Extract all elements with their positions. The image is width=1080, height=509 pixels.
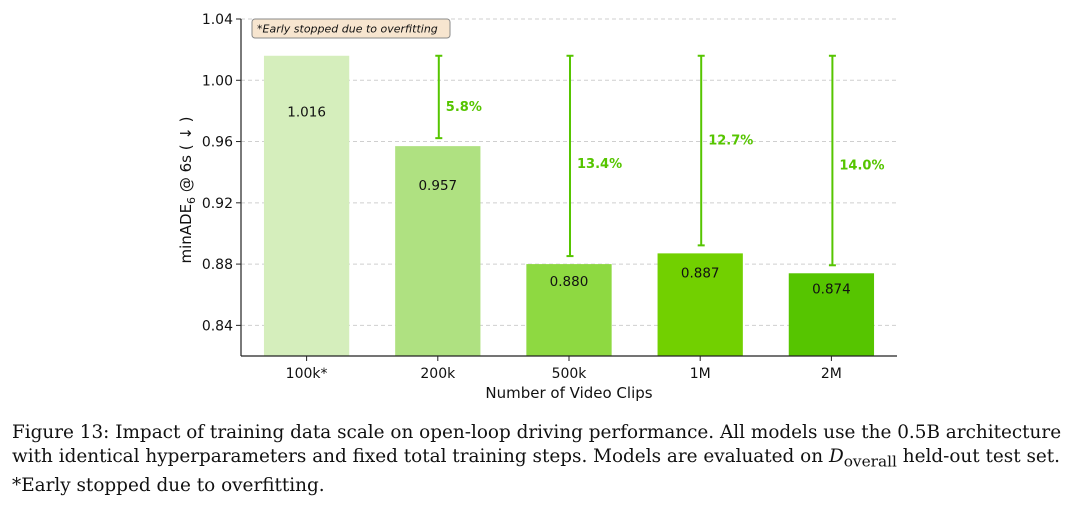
y-tick-label-0: 0.84	[202, 318, 233, 334]
annotation-box: *Early stopped due to overfitting	[251, 18, 451, 39]
y-axis-title-sub: 6	[185, 197, 198, 204]
figure-caption: Figure 13: Impact of training data scale…	[12, 421, 1074, 498]
value-label-200k: 0.957	[418, 178, 457, 194]
improvement-label-1M: 12.7%	[708, 134, 753, 149]
value-label-1M: 0.887	[681, 265, 720, 281]
x-tick-label-1: 200k	[420, 366, 456, 382]
x-tick-label-3: 1M	[690, 366, 711, 382]
gridlines	[241, 18, 897, 326]
annotation-text: *Early stopped due to overfitting	[257, 23, 438, 36]
dataset-subscript: overall	[843, 452, 897, 471]
value-labels: 1.016 0.957 0.880 0.887 0.874	[287, 104, 850, 297]
caption-line-2-start: with identical hyperparameters and fixed…	[12, 446, 829, 467]
y-axis-title-suffix: @ 6s ( ↓ )	[177, 116, 195, 196]
y-tick-label-1: 0.88	[202, 257, 233, 273]
caption-line-3: *Early stopped due to overfitting.	[12, 474, 325, 496]
value-label-2M: 0.874	[812, 282, 851, 298]
x-ticks: 100k* 200k 500k 1M 2M	[286, 356, 842, 382]
bar-2M	[788, 273, 875, 356]
x-tick-label-2: 500k	[552, 366, 588, 382]
x-tick-label-0: 100k*	[286, 366, 328, 382]
y-tick-label-5: 1.04	[202, 12, 233, 28]
bars	[263, 55, 875, 356]
bar-100k*	[263, 55, 350, 356]
x-axis-title: Number of Video Clips	[485, 384, 652, 402]
improvement-label-200k: 5.8%	[446, 100, 482, 115]
annotation-box-frame	[251, 18, 451, 39]
improvement-label-500k: 13.4%	[577, 157, 622, 172]
y-axis-title-main: minADE	[177, 204, 195, 264]
caption-line-2-end: held-out test set.	[896, 446, 1061, 467]
caption-line-1: Figure 13: Impact of training data scale…	[12, 422, 1062, 443]
value-label-500k: 0.880	[550, 274, 589, 290]
caption-line-2: with identical hyperparameters and fixed…	[12, 445, 1074, 474]
bar-1M	[657, 253, 743, 356]
bar-200k	[395, 146, 481, 356]
value-label-100k*: 1.016	[287, 104, 326, 120]
chart: 5.8% 13.4% 12.7% 14.0% 0.84 0.88 0.92 0.96 1.00…	[177, 12, 897, 402]
dataset-symbol: D	[828, 446, 844, 467]
y-axis-title: minADE6 @ 6s ( ↓ )	[177, 116, 198, 263]
improvement-brackets: 5.8% 13.4% 12.7% 14.0%	[435, 54, 885, 267]
improvement-label-2M: 14.0%	[839, 159, 884, 174]
y-tick-label-2: 0.92	[202, 196, 233, 212]
y-tick-label-3: 0.96	[202, 135, 233, 151]
bar-500k	[526, 264, 612, 356]
y-ticks: 0.84 0.88 0.92 0.96 1.00 1.04	[202, 12, 241, 334]
y-tick-label-4: 1.00	[202, 73, 233, 89]
x-tick-label-4: 2M	[821, 366, 842, 382]
